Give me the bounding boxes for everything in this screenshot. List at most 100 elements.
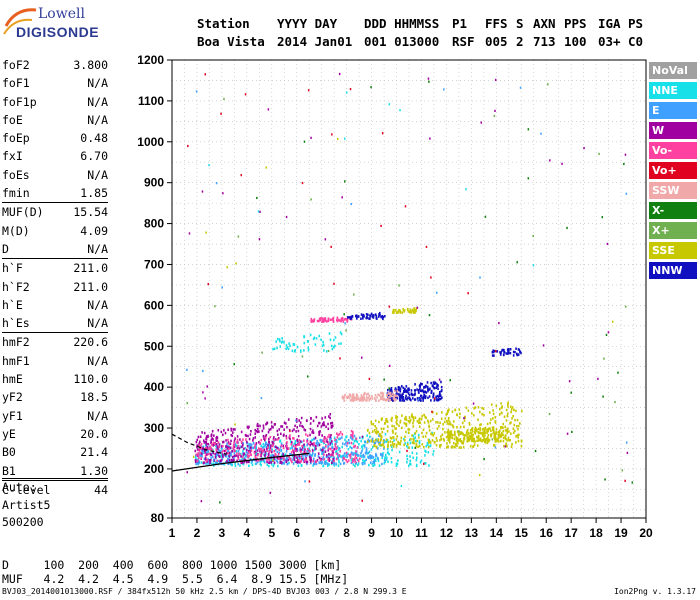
data-point xyxy=(292,343,295,346)
data-point xyxy=(337,445,339,448)
data-point xyxy=(414,398,417,401)
data-point xyxy=(414,416,417,419)
data-point xyxy=(260,452,263,455)
data-point xyxy=(448,433,451,437)
data-point xyxy=(318,432,321,436)
data-point xyxy=(484,434,486,437)
data-point xyxy=(383,462,386,465)
data-point xyxy=(375,445,378,449)
data-point xyxy=(502,439,505,443)
data-point xyxy=(400,439,402,443)
data-point xyxy=(505,419,508,422)
data-point xyxy=(303,445,306,449)
hdr-value-p1: RSF xyxy=(452,34,475,49)
data-point xyxy=(515,435,517,438)
data-point xyxy=(516,425,518,428)
data-point xyxy=(298,460,300,464)
data-point xyxy=(330,426,333,429)
data-point xyxy=(405,424,408,427)
data-point xyxy=(425,395,427,398)
data-point xyxy=(509,405,512,409)
data-point xyxy=(198,449,201,452)
data-point xyxy=(386,394,388,397)
data-point xyxy=(261,450,264,453)
data-point xyxy=(365,449,368,452)
y-tick-label: 1000 xyxy=(137,135,164,149)
data-point xyxy=(240,440,243,444)
data-point xyxy=(515,347,517,350)
data-point xyxy=(334,344,336,348)
data-point xyxy=(223,449,226,453)
data-point xyxy=(506,431,508,435)
data-point xyxy=(349,317,351,320)
data-point xyxy=(495,439,498,443)
hdr-label-ps: PS xyxy=(628,16,644,31)
data-point xyxy=(196,444,198,447)
data-point xyxy=(342,459,344,462)
data-point xyxy=(304,453,306,457)
data-point xyxy=(395,438,398,441)
data-point xyxy=(415,307,418,310)
data-point xyxy=(207,447,210,450)
data-point xyxy=(279,456,282,459)
data-point xyxy=(464,415,466,419)
data-point xyxy=(280,442,283,445)
data-point xyxy=(486,428,489,431)
data-point xyxy=(381,395,384,398)
data-point xyxy=(262,427,265,430)
data-point xyxy=(254,455,257,459)
data-point xyxy=(456,437,459,440)
autoscaling-info: Auto: Artist5 500200 xyxy=(2,478,108,532)
data-point xyxy=(512,427,515,431)
data-point xyxy=(241,445,243,449)
data-point xyxy=(312,459,314,463)
data-point xyxy=(445,413,448,416)
data-point xyxy=(401,399,404,402)
data-point xyxy=(302,454,304,457)
data-point xyxy=(334,336,337,339)
data-point xyxy=(378,420,380,424)
data-point xyxy=(440,380,442,384)
data-point xyxy=(323,349,325,352)
data-point xyxy=(229,462,232,465)
data-point xyxy=(437,395,440,398)
data-point xyxy=(310,198,312,201)
data-point xyxy=(381,443,384,447)
data-point xyxy=(205,435,208,438)
data-point xyxy=(314,460,316,463)
data-point xyxy=(293,447,296,450)
data-point xyxy=(354,464,356,468)
data-point xyxy=(260,459,263,463)
data-point xyxy=(494,436,497,439)
data-point xyxy=(382,452,384,455)
data-point xyxy=(306,460,309,464)
data-point xyxy=(493,444,496,447)
data-point xyxy=(466,429,469,432)
param-value: 211.0 xyxy=(73,261,108,276)
data-point xyxy=(236,452,238,455)
data-point xyxy=(315,415,318,419)
data-point xyxy=(462,445,465,449)
data-point xyxy=(364,440,367,444)
data-point xyxy=(269,491,272,494)
data-point xyxy=(450,433,453,436)
data-point xyxy=(304,455,307,458)
y-tick-label: 1200 xyxy=(137,53,164,67)
data-point xyxy=(311,438,313,442)
data-point xyxy=(198,461,201,464)
data-point xyxy=(429,137,431,140)
data-point xyxy=(246,453,249,457)
data-point xyxy=(603,357,605,360)
data-point xyxy=(365,458,367,462)
data-point xyxy=(397,388,400,392)
data-point xyxy=(368,439,370,443)
data-point xyxy=(246,444,249,448)
data-point xyxy=(210,456,212,460)
data-point xyxy=(272,459,274,462)
data-point xyxy=(186,471,188,474)
data-point xyxy=(203,457,206,461)
data-point xyxy=(210,438,213,442)
data-point xyxy=(315,462,318,466)
data-point xyxy=(424,396,427,400)
logo-line1: Lowell xyxy=(38,6,85,22)
